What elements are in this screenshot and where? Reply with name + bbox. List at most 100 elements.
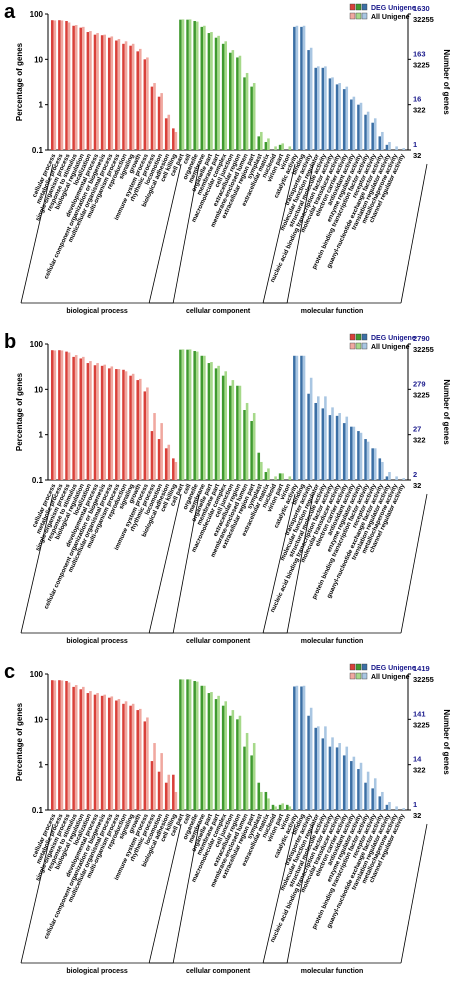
bar-deg xyxy=(264,142,268,150)
bar-deg xyxy=(342,755,346,810)
legend-swatch xyxy=(361,342,368,350)
bar-all xyxy=(288,476,292,480)
bar-deg xyxy=(335,84,339,150)
bar-deg xyxy=(214,699,218,810)
bar-deg xyxy=(342,89,346,150)
bar-deg xyxy=(350,99,353,150)
bar-all xyxy=(267,798,270,810)
bar-all xyxy=(217,695,220,810)
bar-all xyxy=(103,364,106,480)
bar-all xyxy=(274,146,277,150)
bar-deg xyxy=(214,368,218,480)
group-bracket-right xyxy=(286,493,314,634)
bar-all xyxy=(131,43,135,150)
bar-deg xyxy=(371,122,374,150)
bar-deg xyxy=(250,755,253,810)
right-tick-label-all: 32 xyxy=(413,151,421,160)
bar-all xyxy=(60,680,64,810)
bar-all xyxy=(381,131,384,150)
bar-all xyxy=(352,96,356,150)
bar-all xyxy=(167,774,171,810)
bar-all xyxy=(146,717,149,810)
bar-all xyxy=(224,41,228,151)
bar-deg xyxy=(107,368,111,480)
right-tick-label-all: 32255 xyxy=(413,675,434,684)
bar-all xyxy=(317,66,320,150)
bar-deg xyxy=(72,686,75,810)
bar-all xyxy=(195,681,199,810)
bar-all xyxy=(153,83,156,150)
bar-deg xyxy=(143,391,147,480)
bar-deg xyxy=(371,788,374,810)
bar-deg xyxy=(321,738,325,810)
bar-deg xyxy=(385,804,389,810)
y-tick-label: 100 xyxy=(30,670,44,679)
group-bracket-left xyxy=(148,493,182,634)
bar-all xyxy=(89,31,92,151)
bar-all xyxy=(224,701,228,810)
bar-all xyxy=(274,476,277,480)
bar-all xyxy=(331,77,334,150)
right-tick-label-deg: 2 xyxy=(413,470,417,479)
bar-deg xyxy=(371,448,374,480)
bar-all xyxy=(195,351,199,480)
bar-deg xyxy=(193,681,196,810)
bar-all xyxy=(188,679,192,810)
bar-all xyxy=(324,66,327,150)
bar-all xyxy=(373,448,377,480)
bar-deg xyxy=(193,351,196,480)
legend-swatch xyxy=(349,663,356,671)
bar-deg xyxy=(236,57,239,150)
panel-c: c 100 10 1 0.1 Percentage of genes 1419 32255 14… xyxy=(4,661,450,975)
y-axis-title-right: Number of genes xyxy=(442,379,450,445)
right-tick-label-deg: 2790 xyxy=(413,334,430,343)
bar-deg xyxy=(328,746,332,810)
bar-deg xyxy=(200,26,204,151)
bar-all xyxy=(309,707,313,810)
bar-all xyxy=(373,118,377,150)
group-label: biological process xyxy=(66,308,128,315)
legend-swatch xyxy=(355,342,362,350)
bar-deg xyxy=(300,26,303,151)
bar-deg xyxy=(122,43,125,150)
bar-deg xyxy=(264,791,268,810)
bar-all xyxy=(366,771,370,810)
bar-all xyxy=(110,366,114,480)
bar-deg xyxy=(293,26,296,151)
group-label: molecular function xyxy=(301,638,364,645)
bar-all xyxy=(331,407,334,480)
bar-all xyxy=(345,746,349,810)
bar-deg xyxy=(264,472,268,480)
bar-deg xyxy=(86,363,90,480)
legend-swatch xyxy=(349,672,356,680)
bar-deg xyxy=(257,136,261,150)
right-tick-label-all: 3225 xyxy=(413,720,430,729)
bar-deg xyxy=(328,78,332,150)
group-bracket-left xyxy=(262,493,296,634)
bar-all xyxy=(160,423,163,480)
group-bracket-left xyxy=(262,823,296,964)
legend-swatch xyxy=(355,3,362,11)
bar-deg xyxy=(335,747,339,810)
legend-entry: DEG Unigene xyxy=(371,665,416,672)
bar-all xyxy=(281,473,284,480)
legend-swatch xyxy=(355,663,362,671)
bar-deg xyxy=(300,355,303,480)
bar-all xyxy=(195,21,199,151)
bar-deg xyxy=(100,365,104,480)
bar-all xyxy=(160,753,163,810)
group-label: cellular component xyxy=(186,968,251,975)
bar-deg xyxy=(72,356,75,480)
bar-all xyxy=(302,685,306,810)
bar-deg xyxy=(364,439,367,480)
bar-deg xyxy=(364,114,367,150)
bar-deg xyxy=(107,697,111,810)
bar-deg xyxy=(314,67,318,150)
bar-deg xyxy=(172,458,175,480)
bar-all xyxy=(288,146,292,150)
bar-deg xyxy=(115,40,118,150)
legend-entry: All Unigene xyxy=(371,674,410,681)
bar-all xyxy=(288,806,292,810)
bar-all xyxy=(181,679,185,810)
bar-all xyxy=(60,350,64,480)
